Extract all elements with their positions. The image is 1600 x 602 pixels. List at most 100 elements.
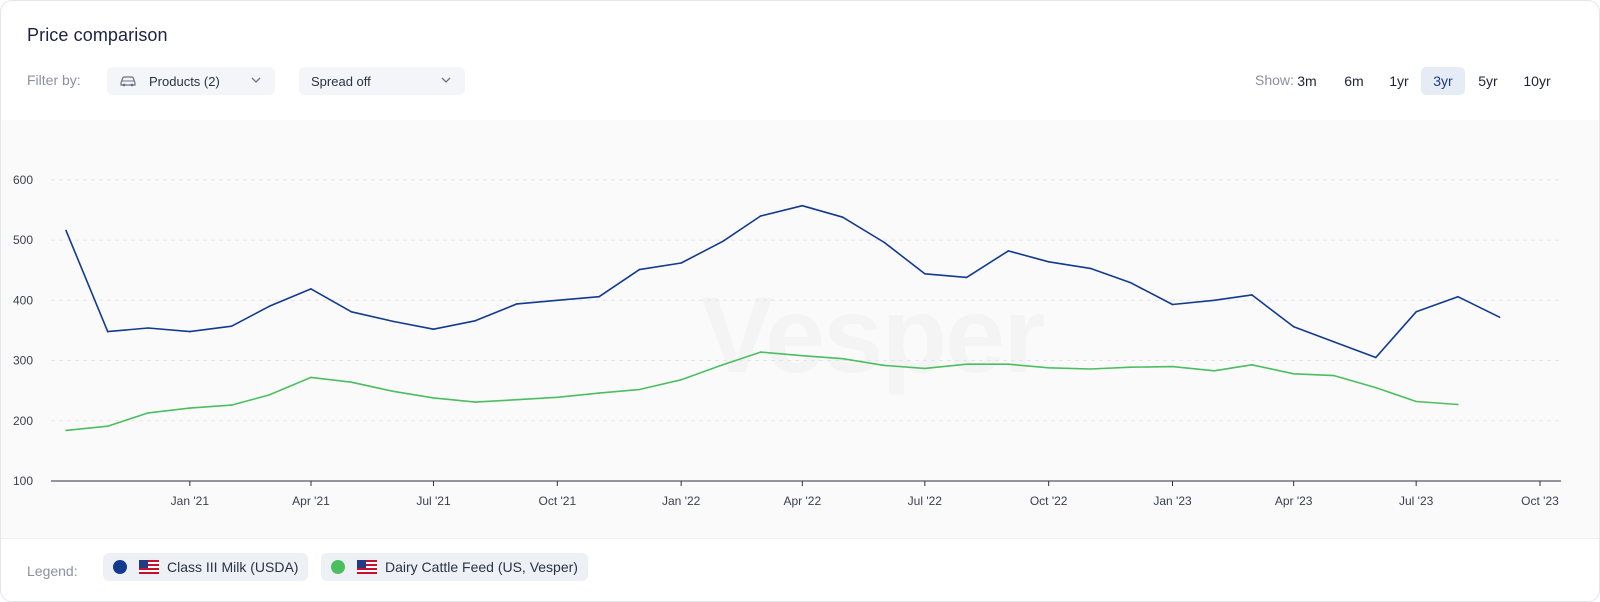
data-point	[1089, 368, 1092, 370]
data-point	[1007, 250, 1010, 252]
legend-bar: Legend: Class III Milk (USDA)	[1, 538, 1599, 601]
data-point	[841, 216, 844, 218]
x-tick-label: Oct '23	[1521, 494, 1559, 508]
data-point	[1171, 303, 1174, 306]
legend-item-label: Dairy Cattle Feed (US, Vesper)	[385, 559, 578, 575]
price-line-chart[interactable]: 100 200 300 400 500 600 Jan '21 Apr '21 Jul '21 O…	[1, 120, 1599, 538]
data-point	[189, 407, 191, 409]
card-title: Price comparison	[27, 25, 168, 45]
x-tick-label: Apr '22	[783, 494, 821, 508]
data-point	[965, 276, 968, 279]
data-point	[1292, 373, 1295, 375]
y-tick-label: 500	[13, 233, 33, 247]
data-point	[432, 328, 435, 330]
data-point	[392, 320, 394, 323]
us-flag-icon	[357, 560, 377, 574]
range-button-10yr[interactable]: 10yr	[1523, 73, 1551, 89]
range-button-3yr[interactable]: 3yr	[1421, 67, 1465, 95]
series-line-dairy-cattle-feed	[65, 351, 1458, 432]
data-point	[556, 299, 559, 302]
data-point	[801, 354, 804, 357]
data-point	[1457, 403, 1459, 406]
legend-item-label: Class III Milk (USDA)	[167, 559, 299, 575]
data-point	[638, 388, 641, 391]
data-point	[1171, 365, 1174, 368]
data-point	[1130, 366, 1132, 368]
y-tick-label: 300	[13, 354, 33, 368]
us-flag-icon	[139, 560, 159, 574]
products-filter-dropdown[interactable]: Products (2)	[107, 67, 275, 95]
chevron-down-icon	[251, 77, 261, 83]
data-point	[1213, 370, 1215, 372]
data-point	[474, 401, 477, 403]
legend-dot-milk	[113, 560, 127, 574]
data-point	[516, 398, 518, 401]
data-point	[598, 392, 600, 394]
x-tick-label: Oct '22	[1030, 494, 1068, 508]
data-point	[1089, 267, 1092, 270]
x-tick-label: Oct '21	[539, 494, 577, 508]
range-button-5yr[interactable]: 5yr	[1478, 73, 1498, 89]
range-button-6m[interactable]: 6m	[1344, 73, 1364, 89]
data-point	[230, 404, 233, 406]
data-point	[883, 364, 886, 367]
data-point	[310, 288, 312, 290]
data-point	[1375, 356, 1377, 359]
data-point	[106, 425, 109, 428]
data-point	[516, 303, 518, 305]
data-point	[1130, 282, 1132, 284]
data-point	[759, 351, 762, 353]
filter-label: Filter by:	[27, 72, 81, 88]
data-point	[1415, 311, 1417, 313]
data-point	[1007, 363, 1010, 365]
data-point	[350, 381, 353, 384]
data-point	[883, 241, 886, 244]
data-point	[722, 240, 724, 243]
show-label: Show:	[1255, 72, 1294, 88]
x-tick-label: Apr '21	[292, 494, 330, 508]
x-tick-label: Jan '23	[1153, 494, 1192, 508]
x-tick-label: Jul '22	[908, 494, 943, 508]
spread-filter-label: Spread off	[311, 73, 371, 89]
data-point	[1251, 294, 1253, 296]
data-point	[392, 390, 394, 393]
data-point	[841, 357, 844, 360]
y-tick-label: 400	[13, 293, 33, 307]
legend-item-class-iii-milk[interactable]: Class III Milk (USDA)	[103, 553, 309, 581]
range-button-3m[interactable]: 3m	[1297, 73, 1317, 89]
data-point	[722, 364, 724, 366]
data-point	[1047, 367, 1050, 369]
data-point	[556, 396, 559, 399]
data-point	[147, 412, 149, 414]
data-point	[1415, 400, 1417, 403]
data-point	[759, 215, 762, 217]
chevron-down-icon	[441, 77, 451, 83]
data-point	[1292, 326, 1295, 328]
data-point	[801, 204, 804, 207]
data-point	[1457, 295, 1459, 298]
range-button-1yr[interactable]: 1yr	[1389, 73, 1409, 89]
spread-filter-dropdown[interactable]: Spread off	[299, 67, 465, 95]
data-point	[1498, 316, 1501, 318]
legend-item-dairy-cattle-feed[interactable]: Dairy Cattle Feed (US, Vesper)	[321, 553, 588, 581]
x-tick-label: Jul '21	[416, 494, 451, 508]
y-tick-label: 100	[13, 474, 33, 488]
legend-label: Legend:	[27, 563, 78, 579]
data-point	[1333, 341, 1335, 343]
data-point	[189, 330, 191, 333]
data-point	[1375, 386, 1377, 389]
data-point	[474, 320, 477, 322]
x-tick-label: Jul '23	[1399, 494, 1434, 508]
x-tick-label: Jan '22	[662, 494, 701, 508]
x-tick-label: Jan '21	[171, 494, 210, 508]
data-point	[680, 379, 682, 381]
data-point	[598, 295, 600, 298]
series-line-class-iii-milk	[65, 204, 1500, 359]
data-point	[1213, 299, 1215, 302]
data-point	[680, 262, 682, 264]
data-point	[268, 394, 271, 396]
data-point	[1251, 364, 1253, 366]
data-point	[350, 311, 353, 313]
